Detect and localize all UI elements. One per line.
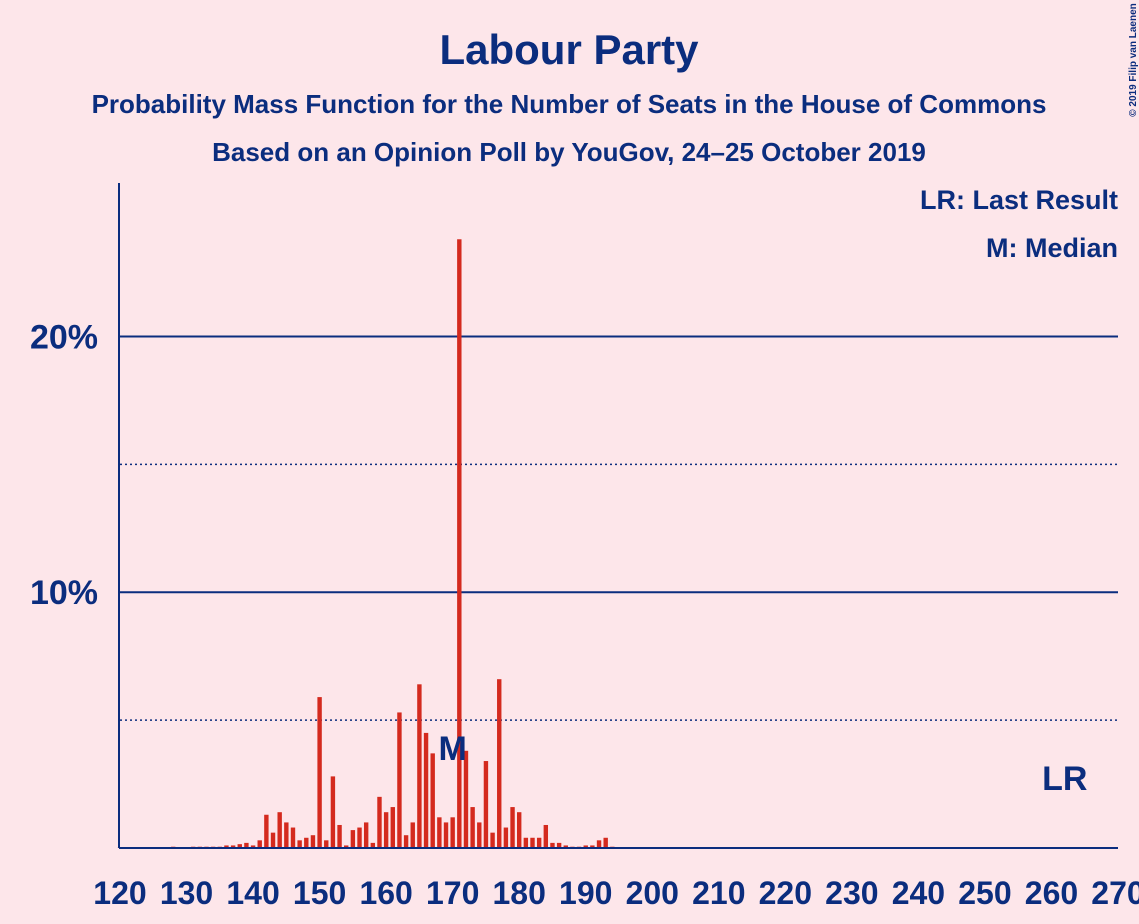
x-tick-label: 250 — [958, 875, 1011, 911]
bar — [324, 840, 329, 848]
bar — [377, 796, 382, 848]
bar — [477, 822, 482, 848]
bar — [350, 830, 356, 848]
bar — [290, 827, 296, 848]
bar — [457, 239, 462, 848]
bar — [357, 827, 362, 848]
bar — [257, 840, 262, 848]
bar — [430, 753, 435, 848]
chart-subtitle: Probability Mass Function for the Number… — [92, 89, 1047, 119]
bar — [603, 837, 608, 848]
bar — [497, 679, 502, 848]
x-tick-label: 270 — [1091, 875, 1139, 911]
x-tick-label: 190 — [559, 875, 612, 911]
x-tick-label: 220 — [759, 875, 812, 911]
bar — [590, 845, 595, 848]
chart-title: Labour Party — [439, 26, 699, 73]
bar — [250, 845, 256, 848]
bar — [450, 817, 455, 848]
x-tick-label: 150 — [293, 875, 346, 911]
x-tick-label: 210 — [692, 875, 745, 911]
x-tick-label: 170 — [426, 875, 479, 911]
bar — [417, 684, 422, 848]
bar — [403, 835, 409, 848]
bar — [397, 712, 402, 848]
bar — [363, 822, 369, 848]
bar — [490, 832, 495, 848]
bar — [304, 837, 309, 848]
x-tick-label: 180 — [493, 875, 546, 911]
bar — [470, 807, 475, 848]
bar — [330, 776, 336, 848]
bar — [270, 832, 276, 848]
bar — [297, 840, 302, 848]
bar — [523, 837, 529, 848]
x-tick-label: 140 — [226, 875, 279, 911]
bar — [563, 845, 568, 848]
bar — [310, 835, 316, 848]
y-tick-label: 20% — [30, 318, 98, 356]
bar — [550, 842, 555, 848]
x-tick-label: 130 — [160, 875, 213, 911]
bar — [530, 837, 535, 848]
bar — [503, 827, 509, 848]
bar — [390, 807, 395, 848]
x-tick-label: 200 — [626, 875, 679, 911]
bar — [583, 845, 588, 848]
bar — [284, 822, 289, 848]
bar — [224, 845, 229, 848]
legend-entry: M: Median — [986, 233, 1118, 263]
bar — [443, 822, 449, 848]
bar — [337, 824, 342, 848]
bar — [244, 842, 249, 848]
x-tick-label: 160 — [359, 875, 412, 911]
bar — [264, 814, 269, 848]
bar — [517, 812, 522, 848]
bar — [410, 822, 415, 848]
bar — [510, 807, 515, 848]
copyright: © 2019 Filip van Laenen — [1128, 3, 1139, 117]
x-tick-label: 230 — [825, 875, 878, 911]
bar — [383, 812, 389, 848]
bar — [277, 812, 282, 848]
bar — [370, 842, 376, 848]
chart-subtitle: Based on an Opinion Poll by YouGov, 24–2… — [212, 137, 926, 167]
legend-entry: LR: Last Result — [920, 185, 1118, 215]
x-tick-label: 260 — [1025, 875, 1078, 911]
bar — [536, 837, 542, 848]
bar — [556, 842, 562, 848]
y-tick-label: 10% — [30, 574, 98, 612]
x-tick-label: 240 — [892, 875, 945, 911]
bar — [230, 845, 236, 848]
bar — [317, 697, 322, 848]
x-tick-label: 120 — [93, 875, 146, 911]
bar — [596, 840, 602, 848]
annotation: LR — [1042, 760, 1087, 798]
bar — [463, 750, 469, 848]
bar — [237, 844, 242, 848]
bar — [423, 732, 429, 848]
bar — [437, 817, 442, 848]
bar — [543, 824, 549, 848]
bar — [344, 845, 349, 848]
annotation: M — [439, 730, 467, 768]
bar — [483, 761, 489, 848]
